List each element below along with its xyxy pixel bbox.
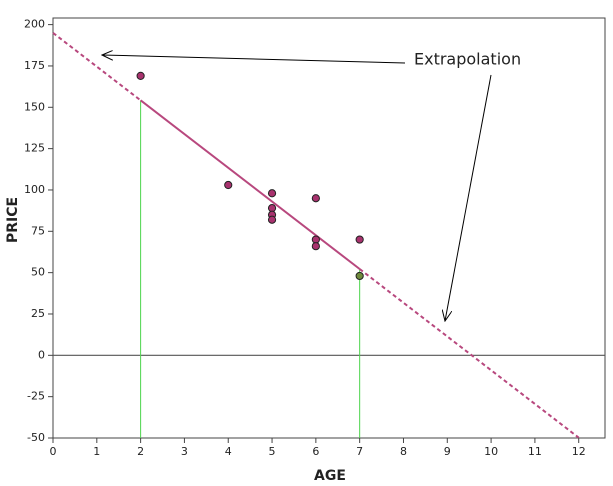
y-tick-label: 100 — [24, 183, 45, 196]
x-tick-label: 8 — [400, 445, 407, 458]
point — [136, 71, 145, 80]
fit-line — [140, 99, 361, 270]
y-tick-label: 25 — [31, 307, 45, 320]
x-tick-label: 11 — [528, 445, 542, 458]
point — [224, 180, 233, 190]
y-tick-label: 175 — [24, 59, 45, 72]
y-axis-title: PRICE — [5, 197, 21, 243]
x-axis-title: AGE — [314, 468, 346, 484]
annotation-arrow — [445, 74, 492, 321]
x-tick-label: 5 — [269, 445, 276, 458]
point — [311, 194, 320, 203]
x-tick-label: 10 — [484, 445, 498, 458]
point — [267, 189, 277, 198]
y-tick-label: 0 — [38, 348, 45, 361]
x-tick-label: 9 — [444, 445, 451, 458]
x-tick-label: 6 — [312, 445, 319, 458]
extrapolation-line — [359, 268, 580, 439]
y-tick-label: 125 — [24, 142, 45, 155]
y-tick-label: 75 — [31, 224, 45, 237]
y-tick-label: -25 — [27, 390, 45, 403]
x-tick-label: 7 — [356, 445, 363, 458]
point — [267, 215, 277, 224]
y-tick-label: 50 — [31, 266, 45, 279]
x-tick-label: 4 — [225, 445, 232, 458]
annotation: Extrapolation — [414, 50, 521, 69]
x-tick-label: 2 — [137, 445, 144, 458]
y-tick-label: -50 — [27, 431, 45, 444]
x-tick-label: 12 — [572, 445, 586, 458]
x-tick-label: 1 — [93, 445, 100, 458]
annotation-arrow — [102, 55, 406, 64]
point — [355, 271, 364, 281]
plot-frame — [52, 17, 606, 439]
x-tick-label: 3 — [181, 445, 188, 458]
y-tick-label: 200 — [24, 18, 45, 31]
point — [311, 242, 320, 251]
point — [355, 235, 364, 244]
x-tick-label: 0 — [50, 445, 57, 458]
y-tick-label: 150 — [24, 100, 45, 113]
extrapolation-line — [52, 32, 142, 102]
